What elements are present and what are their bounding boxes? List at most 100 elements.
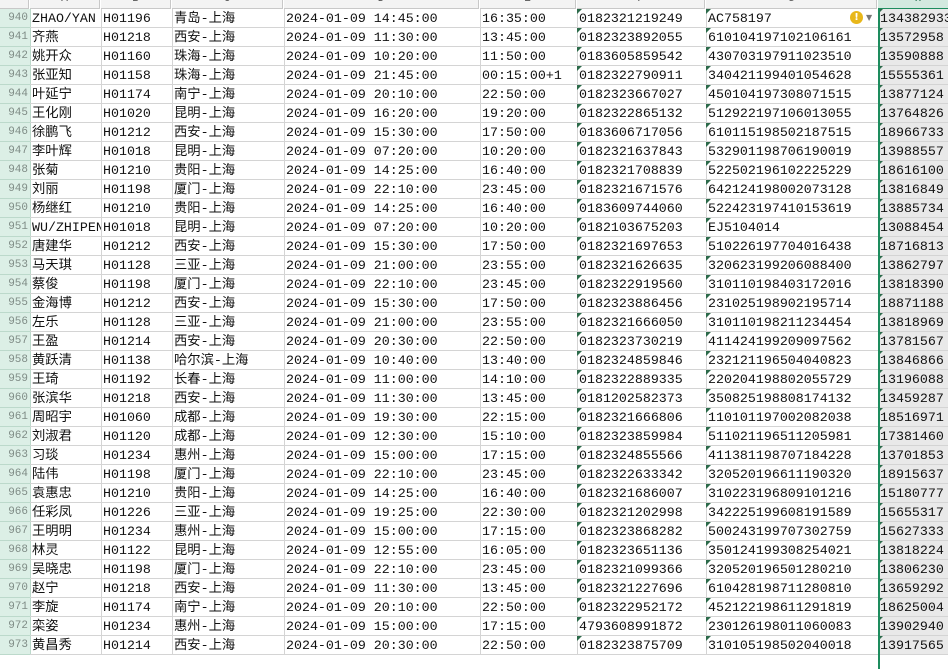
cell-c[interactable]: 昆明-上海 (172, 218, 285, 237)
cell-c[interactable]: 惠州-上海 (172, 522, 285, 541)
cell-d[interactable]: 2024-01-09 14:25:00 (284, 199, 481, 218)
cell-d[interactable]: 2024-01-09 15:00:00 (284, 617, 481, 636)
cell-d[interactable]: 2024-01-09 20:10:00 (284, 85, 481, 104)
cell-e[interactable]: 22:30:00 (480, 503, 578, 522)
cell-g[interactable]: 340421199401054628 (706, 66, 879, 85)
cell-g[interactable]: 500243199707302759 (706, 522, 879, 541)
cell-h[interactable]: 13885734 (878, 199, 948, 218)
cell-g[interactable]: 430703197911023510 (706, 47, 879, 66)
row-header[interactable]: 971 (0, 598, 31, 617)
cell-a[interactable]: 黄昌秀 (30, 636, 102, 655)
cell-g[interactable]: 452122198611291819 (706, 598, 879, 617)
cell-d[interactable]: 2024-01-09 11:30:00 (284, 579, 481, 598)
cell-b[interactable]: H01214 (101, 332, 173, 351)
cell-b[interactable]: H01234 (101, 522, 173, 541)
cell-d[interactable]: 2024-01-09 16:20:00 (284, 104, 481, 123)
cell-c[interactable]: 珠海-上海 (172, 66, 285, 85)
cell-a[interactable]: 蔡俊 (30, 275, 102, 294)
cell-g[interactable]: EJ5104014 (706, 218, 879, 237)
cell-b[interactable]: H01214 (101, 636, 173, 655)
cell-h[interactable]: 13818224 (878, 541, 948, 560)
cell-b[interactable]: H01196 (101, 9, 173, 28)
cell-d[interactable]: 2024-01-09 15:30:00 (284, 123, 481, 142)
cell-g[interactable]: 230126198011060083 (706, 617, 879, 636)
cell-e[interactable]: 23:45:00 (480, 180, 578, 199)
warning-dropdown-arrow-icon[interactable]: ▼ (866, 13, 873, 22)
cell-g[interactable]: 232121196504040823 (706, 351, 879, 370)
row-header[interactable]: 960 (0, 389, 31, 408)
cell-h[interactable]: 13862797 (878, 256, 948, 275)
cell-a[interactable]: 张滨华 (30, 389, 102, 408)
cell-g[interactable]: 320520196611190320 (706, 465, 879, 484)
cell-d[interactable]: 2024-01-09 10:20:00 (284, 47, 481, 66)
row-header[interactable]: 947 (0, 142, 31, 161)
cell-g[interactable]: 411424199209097562 (706, 332, 879, 351)
cell-h[interactable]: 13818390 (878, 275, 948, 294)
cell-c[interactable]: 贵阳-上海 (172, 484, 285, 503)
cell-g[interactable]: 231025198902195714 (706, 294, 879, 313)
row-header[interactable]: 945 (0, 104, 31, 123)
cell-c[interactable]: 南宁-上海 (172, 85, 285, 104)
cell-b[interactable]: H01020 (101, 104, 173, 123)
cell-c[interactable]: 厦门-上海 (172, 275, 285, 294)
cell-a[interactable]: 吴晓忠 (30, 560, 102, 579)
cell-a[interactable]: ZHAO/YAN (30, 9, 102, 28)
cell-c[interactable]: 厦门-上海 (172, 560, 285, 579)
cell-e[interactable]: 22:15:00 (480, 408, 578, 427)
cell-h[interactable]: 15180777 (878, 484, 948, 503)
cell-h[interactable]: 18716813 (878, 237, 948, 256)
cell-g[interactable]: 310223196809101216 (706, 484, 879, 503)
cell-a[interactable]: 李叶辉 (30, 142, 102, 161)
cell-d[interactable]: 2024-01-09 14:25:00 (284, 484, 481, 503)
row-header[interactable]: 956 (0, 313, 31, 332)
cell-d[interactable]: 2024-01-09 20:10:00 (284, 598, 481, 617)
cell-e[interactable]: 13:45:00 (480, 579, 578, 598)
cell-e[interactable]: 10:20:00 (480, 218, 578, 237)
cell-g[interactable]: 522423197410153619 (706, 199, 879, 218)
cell-c[interactable]: 西安-上海 (172, 294, 285, 313)
cell-f[interactable]: 0181202582373 (577, 389, 707, 408)
cell-f[interactable]: 0182321637843 (577, 142, 707, 161)
cell-e[interactable]: 19:20:00 (480, 104, 578, 123)
cell-b[interactable]: H01174 (101, 598, 173, 617)
row-header[interactable]: 969 (0, 560, 31, 579)
cell-d[interactable]: 2024-01-09 22:10:00 (284, 560, 481, 579)
cell-f[interactable]: 0182321626635 (577, 256, 707, 275)
cell-a[interactable]: 赵宁 (30, 579, 102, 598)
row-header[interactable]: 950 (0, 199, 31, 218)
cell-a[interactable]: 姚开众 (30, 47, 102, 66)
cell-b[interactable]: H01218 (101, 579, 173, 598)
row-header[interactable]: 954 (0, 275, 31, 294)
cell-c[interactable]: 三亚-上海 (172, 503, 285, 522)
cell-g[interactable]: 642124198002073128 (706, 180, 879, 199)
cell-c[interactable]: 西安-上海 (172, 237, 285, 256)
cell-c[interactable]: 三亚-上海 (172, 256, 285, 275)
cell-e[interactable]: 00:15:00+1 (480, 66, 578, 85)
cell-d[interactable]: 2024-01-09 07:20:00 (284, 218, 481, 237)
cell-g[interactable]: 350124199308254021 (706, 541, 879, 560)
column-header-g[interactable]: G (706, 0, 877, 9)
cell-c[interactable]: 厦门-上海 (172, 180, 285, 199)
cell-b[interactable]: H01158 (101, 66, 173, 85)
cell-f[interactable]: 0182322919560 (577, 275, 707, 294)
cell-h[interactable]: 13902940 (878, 617, 948, 636)
cell-e[interactable]: 15:10:00 (480, 427, 578, 446)
cell-b[interactable]: H01210 (101, 484, 173, 503)
row-header[interactable]: 957 (0, 332, 31, 351)
cell-a[interactable]: 林灵 (30, 541, 102, 560)
cell-b[interactable]: H01234 (101, 617, 173, 636)
cell-b[interactable]: H01212 (101, 237, 173, 256)
cell-d[interactable]: 2024-01-09 20:30:00 (284, 636, 481, 655)
cell-d[interactable]: 2024-01-09 19:25:00 (284, 503, 481, 522)
row-header[interactable]: 966 (0, 503, 31, 522)
cell-g[interactable]: 610428198711280810 (706, 579, 879, 598)
cell-h[interactable]: 134382933 (878, 9, 948, 28)
cell-b[interactable]: H01174 (101, 85, 173, 104)
cell-b[interactable]: H01122 (101, 541, 173, 560)
cell-a[interactable]: 徐鹏飞 (30, 123, 102, 142)
cell-d[interactable]: 2024-01-09 12:55:00 (284, 541, 481, 560)
cell-a[interactable]: 左乐 (30, 313, 102, 332)
cell-c[interactable]: 贵阳-上海 (172, 161, 285, 180)
cell-e[interactable]: 23:55:00 (480, 256, 578, 275)
cell-h[interactable]: 13818969 (878, 313, 948, 332)
